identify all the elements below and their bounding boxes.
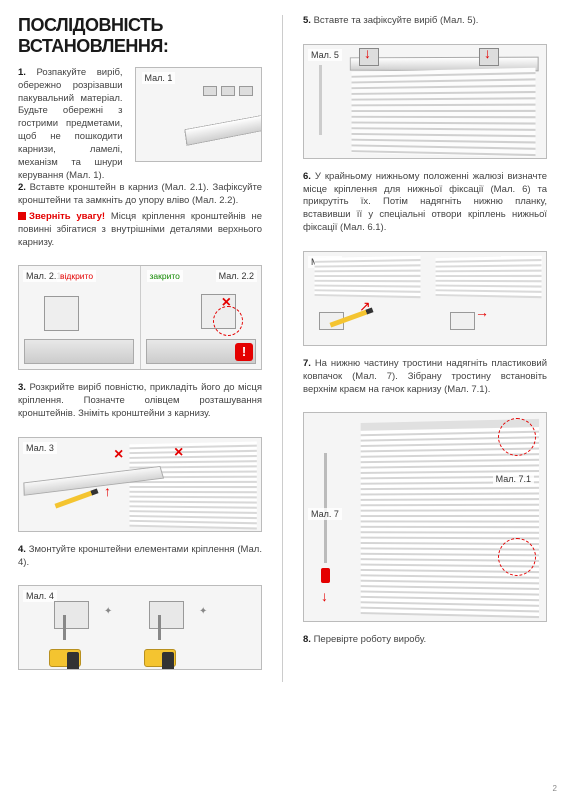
figure-3: Мал. 3 × × ↑	[18, 437, 262, 532]
step-4-text: 4. Змонтуйте кронштейни елементами кріпл…	[18, 544, 262, 570]
figure-5: Мал. 5 ↓ ↓	[303, 44, 547, 159]
screw-icon: ✦	[104, 606, 112, 617]
figure-4: Мал. 4 ✦ ✦	[18, 585, 262, 670]
figure-7-label: Мал. 7	[308, 508, 342, 520]
rail-icon	[24, 339, 134, 364]
x-mark-icon: ×	[114, 446, 123, 464]
arrow-icon: ↓	[484, 45, 491, 61]
arrow-icon: ↗	[359, 298, 371, 315]
slats-icon	[315, 256, 421, 298]
parts-icon	[201, 86, 255, 99]
figure-1-label: Мал. 1	[142, 72, 176, 84]
step-1: 1. Розпакуйте виріб, обережно розрізавши…	[18, 67, 262, 182]
step-2: 2. Вставте кронштейн в карниз (Мал. 2.1)…	[18, 182, 262, 249]
arrow-icon: ↓	[364, 45, 371, 61]
open-label: відкрито	[57, 270, 96, 282]
step-3-text: 3. Розкрийте виріб повністю, прикладіть …	[18, 382, 262, 420]
step-2-warning: Зверніть увагу! Місця кріплення кронштей…	[18, 211, 262, 249]
slats-icon	[436, 256, 542, 298]
step-5: 5. Вставте та зафіксуйте виріб (Мал. 5).	[303, 15, 547, 28]
step-8: 8. Перевірте роботу виробу.	[303, 634, 547, 647]
step-6: 6. У крайньому нижньому положенні жалюзі…	[303, 171, 547, 235]
step-6-text: 6. У крайньому нижньому положенні жалюзі…	[303, 171, 547, 235]
x-mark-icon: ×	[222, 294, 231, 312]
page-title: ПОСЛІДОВНІСТЬ ВСТАНОВЛЕННЯ:	[18, 15, 262, 57]
step-7: 7. На нижню частину тростини надягніть п…	[303, 358, 547, 396]
step-2-text: 2. Вставте кронштейн в карниз (Мал. 2.1)…	[18, 182, 262, 208]
clip-icon	[450, 312, 475, 330]
drill-icon	[49, 637, 94, 667]
figure-3-label: Мал. 3	[23, 442, 57, 454]
step-5-text: 5. Вставте та зафіксуйте виріб (Мал. 5).	[303, 15, 547, 28]
step-8-text: 8. Перевірте роботу виробу.	[303, 634, 547, 647]
figure-2: Мал. 2.1 відкрито закрито Мал. 2.2 × !	[18, 265, 262, 370]
figure-22-label: Мал. 2.2	[216, 270, 257, 282]
blinds-icon	[352, 68, 536, 157]
arrow-icon: →	[475, 304, 489, 320]
bracket-icon	[44, 296, 79, 331]
warning-icon: !	[235, 343, 253, 361]
step-3: 3. Розкрийте виріб повністю, прикладіть …	[18, 382, 262, 420]
blinds-icon	[129, 441, 256, 529]
mount-icon	[149, 601, 184, 629]
figure-6: Мал. 6 ↗ Мал. 6.1 →	[303, 251, 547, 346]
figure-5-label: Мал. 5	[308, 49, 342, 61]
closed-label: закрито	[147, 270, 183, 282]
arrow-icon: ↑	[104, 483, 111, 499]
left-column: ПОСЛІДОВНІСТЬ ВСТАНОВЛЕННЯ: 1. Розпакуйт…	[18, 15, 262, 682]
step-1-text: 1. Розпакуйте виріб, обережно розрізавши…	[18, 67, 123, 182]
step-4: 4. Змонтуйте кронштейни елементами кріпл…	[18, 544, 262, 570]
figure-71-label: Мал. 7.1	[493, 473, 534, 485]
figure-7: ↓ Мал. 7 Мал. 7.1	[303, 412, 547, 622]
mount-icon	[54, 601, 89, 629]
step-7-text: 7. На нижню частину тростини надягніть п…	[303, 358, 547, 396]
cap-icon	[321, 568, 330, 583]
pencil-icon	[55, 488, 99, 508]
arrow-icon: ↓	[321, 588, 328, 604]
page-number: 2	[553, 784, 557, 793]
right-column: 5. Вставте та зафіксуйте виріб (Мал. 5).…	[303, 15, 547, 682]
wand-icon	[319, 65, 322, 135]
figure-1: Мал. 1	[135, 67, 262, 162]
drill-icon	[144, 637, 189, 667]
x-mark-icon: ×	[174, 444, 183, 462]
screw-icon: ✦	[199, 606, 207, 617]
rail-icon	[184, 105, 262, 146]
column-divider	[282, 15, 283, 682]
figure-4-label: Мал. 4	[23, 590, 57, 602]
